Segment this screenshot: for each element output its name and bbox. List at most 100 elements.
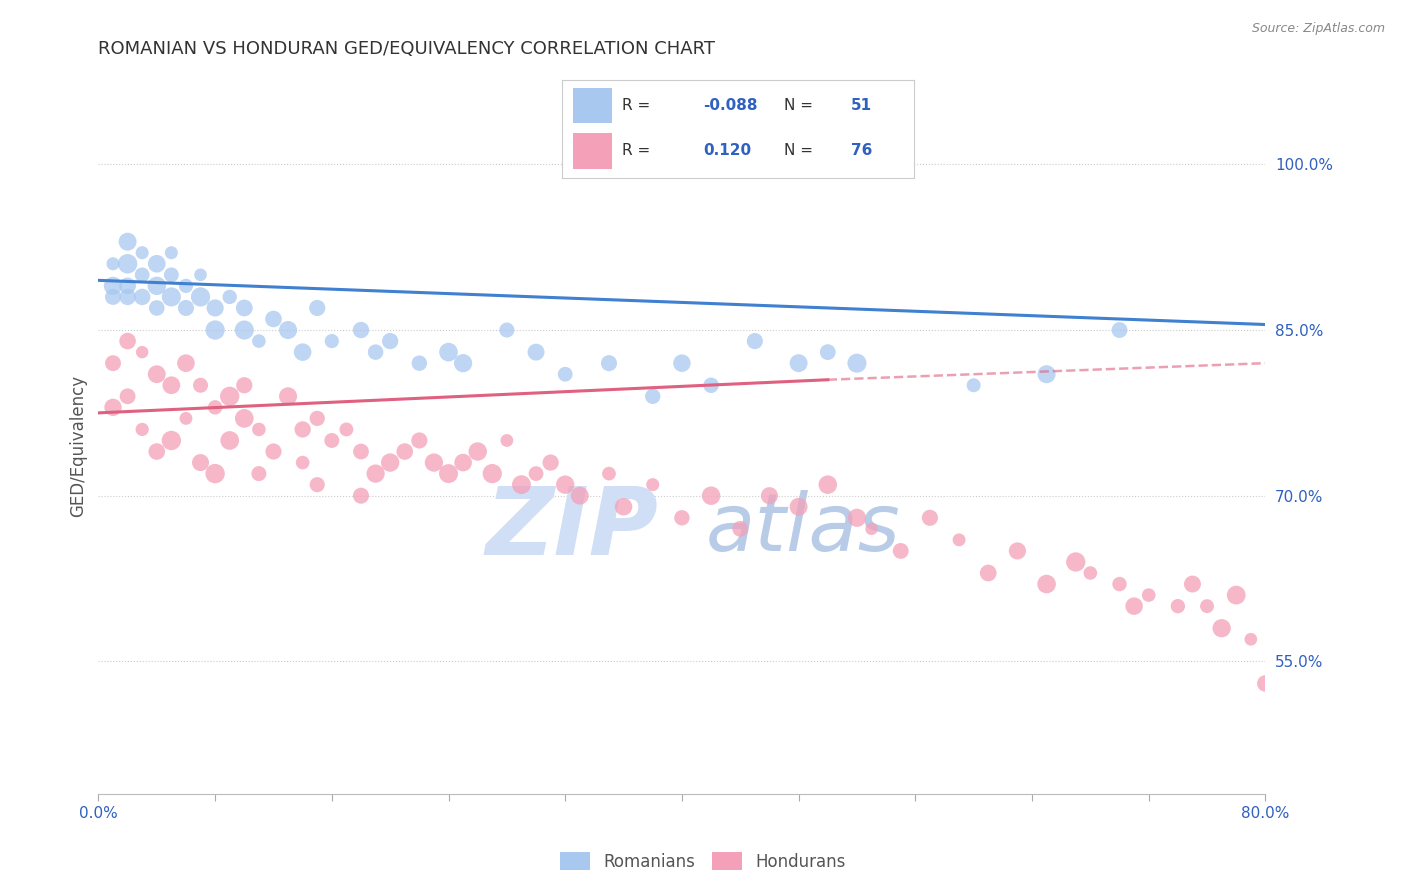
Point [117,290,139,304]
Point [190,456,212,470]
Bar [574,88,612,123]
Point [437,467,460,481]
Point [291,456,314,470]
Point [218,290,240,304]
Point [817,345,839,359]
Point [467,444,489,458]
Point [233,411,256,425]
Point [1064,555,1087,569]
Point [612,500,634,514]
Point [1007,544,1029,558]
Point [437,345,460,359]
Point [204,301,226,315]
Point [262,444,284,458]
Point [1254,676,1277,690]
Point [277,323,299,337]
Point [1167,599,1189,614]
Point [1108,577,1130,591]
Point [321,334,343,348]
Point [671,356,693,370]
Point [918,510,941,524]
Point [307,301,329,315]
Text: atlas: atlas [706,491,900,568]
Point [495,434,517,448]
Point [160,268,183,282]
Point [131,345,153,359]
Point [101,356,124,370]
Text: 51: 51 [851,98,872,113]
Point [524,467,547,481]
Point [1108,323,1130,337]
Point [510,477,533,491]
Point [408,434,430,448]
Point [700,489,723,503]
Point [101,401,124,415]
Point [1240,632,1263,647]
Point [641,477,664,491]
Point [730,522,752,536]
Point [394,444,416,458]
Point [131,245,153,260]
Text: 76: 76 [851,144,872,159]
Point [174,301,197,315]
Point [481,467,503,481]
Point [1137,588,1160,602]
Point [174,411,197,425]
Point [117,235,139,249]
Point [1035,368,1057,382]
Text: N =: N = [785,144,818,159]
Point [291,422,314,436]
Point [451,456,474,470]
Point [131,422,153,436]
Point [350,444,373,458]
Point [700,378,723,392]
Point [335,422,357,436]
Point [247,467,270,481]
Point [378,456,402,470]
Text: R =: R = [621,98,655,113]
Point [1080,566,1102,580]
Text: Source: ZipAtlas.com: Source: ZipAtlas.com [1251,22,1385,36]
Point [890,544,912,558]
Point [860,522,883,536]
Point [787,500,810,514]
Point [1181,577,1204,591]
Point [233,323,256,337]
Bar [574,133,612,169]
Point [146,278,169,293]
Point [495,323,517,337]
Point [350,323,373,337]
Point [977,566,1000,580]
Point [845,510,868,524]
Point [204,401,226,415]
Point [1123,599,1146,614]
Point [321,434,343,448]
Point [554,368,576,382]
Point [160,434,183,448]
Point [204,467,226,481]
Point [671,510,693,524]
Point [1195,599,1218,614]
Point [146,368,169,382]
Point [233,301,256,315]
Point [190,268,212,282]
Point [554,477,576,491]
Point [364,345,387,359]
Point [364,467,387,481]
Text: ROMANIAN VS HONDURAN GED/EQUIVALENCY CORRELATION CHART: ROMANIAN VS HONDURAN GED/EQUIVALENCY COR… [98,40,716,58]
Point [131,268,153,282]
Point [146,301,169,315]
Point [117,278,139,293]
Point [350,489,373,503]
Point [1035,577,1057,591]
Point [218,389,240,403]
Point [262,312,284,326]
Point [247,334,270,348]
Point [146,444,169,458]
Legend: Romanians, Hondurans: Romanians, Hondurans [553,844,853,880]
Point [307,411,329,425]
Point [423,456,446,470]
Point [524,345,547,359]
Point [948,533,970,547]
Point [117,257,139,271]
